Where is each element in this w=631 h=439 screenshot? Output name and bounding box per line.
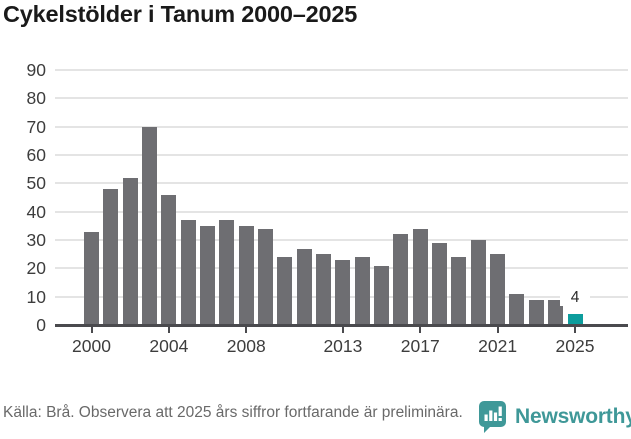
x-axis-label-2000: 2000	[72, 336, 111, 356]
bar-2019	[451, 257, 467, 325]
y-axis-label-40: 40	[26, 201, 46, 222]
brand-footer: Newsworthy	[478, 400, 631, 434]
y-axis-label-90: 90	[26, 60, 46, 80]
bar-2012	[316, 254, 332, 325]
bar-2014	[354, 257, 370, 325]
bar-2023	[528, 299, 544, 325]
newsworthy-logo-icon	[478, 400, 508, 434]
source-note: Källa: Brå. Observera att 2025 års siffr…	[3, 404, 463, 421]
chart-title: Cykelstölder i Tanum 2000–2025	[3, 1, 358, 27]
bar-2009	[258, 228, 274, 325]
gridline-60	[55, 154, 628, 156]
bar-2025	[567, 313, 583, 325]
bar-2000	[84, 231, 99, 325]
bar-2016	[393, 234, 409, 325]
gridline-30	[55, 239, 628, 241]
x-axis-tick-2004	[167, 327, 170, 333]
x-axis-tick-2021	[496, 327, 499, 333]
x-axis-tick-2008	[245, 327, 248, 333]
y-axis-label-50: 50	[26, 173, 46, 194]
y-axis-label-30: 30	[26, 230, 46, 250]
bar-2008	[238, 225, 254, 325]
y-axis-label-60: 60	[26, 145, 46, 165]
x-axis-label-2017: 2017	[400, 336, 440, 356]
bar-2013	[335, 259, 351, 325]
brand-wordmark: Newsworthy	[515, 405, 631, 428]
highlight-value-label: 4	[560, 288, 590, 306]
bar-2001	[103, 189, 119, 325]
bar-2018	[432, 242, 448, 325]
x-axis-label-2004: 2004	[149, 336, 189, 356]
bar-2022	[509, 293, 525, 325]
gridline-80	[55, 97, 628, 100]
gridline-50	[55, 182, 628, 185]
bar-2024	[548, 299, 564, 325]
bar-2010	[277, 257, 293, 325]
bar-2020	[470, 240, 486, 325]
x-axis-label-2025: 2025	[555, 336, 595, 356]
y-axis-label-10: 10	[26, 286, 46, 307]
y-axis-label-70: 70	[26, 116, 46, 137]
bar-2021	[490, 254, 506, 325]
x-axis-tick-2000	[90, 327, 93, 333]
x-axis-line	[55, 324, 628, 327]
bar-2017	[412, 228, 428, 325]
bar-2007	[219, 220, 235, 325]
y-axis-label-0: 0	[36, 315, 46, 335]
bar-2006	[200, 225, 216, 325]
bar-2002	[122, 177, 138, 325]
bar-2004	[161, 194, 177, 325]
y-axis-label-80: 80	[26, 88, 46, 109]
bar-2005	[180, 220, 196, 325]
x-axis-label-2008: 2008	[226, 336, 266, 356]
gridline-70	[55, 125, 628, 128]
x-axis-label-2013: 2013	[323, 336, 363, 356]
x-axis-tick-2025	[574, 327, 576, 333]
bar-2011	[296, 248, 312, 325]
y-axis-label-20: 20	[26, 258, 46, 279]
x-axis-tick-2013	[341, 327, 344, 333]
bar-2015	[374, 265, 390, 325]
gridline-40	[55, 210, 628, 213]
x-axis-label-2021: 2021	[478, 336, 518, 356]
bar-2003	[142, 126, 158, 325]
x-axis-tick-2017	[419, 327, 422, 333]
gridline-90	[55, 69, 628, 71]
